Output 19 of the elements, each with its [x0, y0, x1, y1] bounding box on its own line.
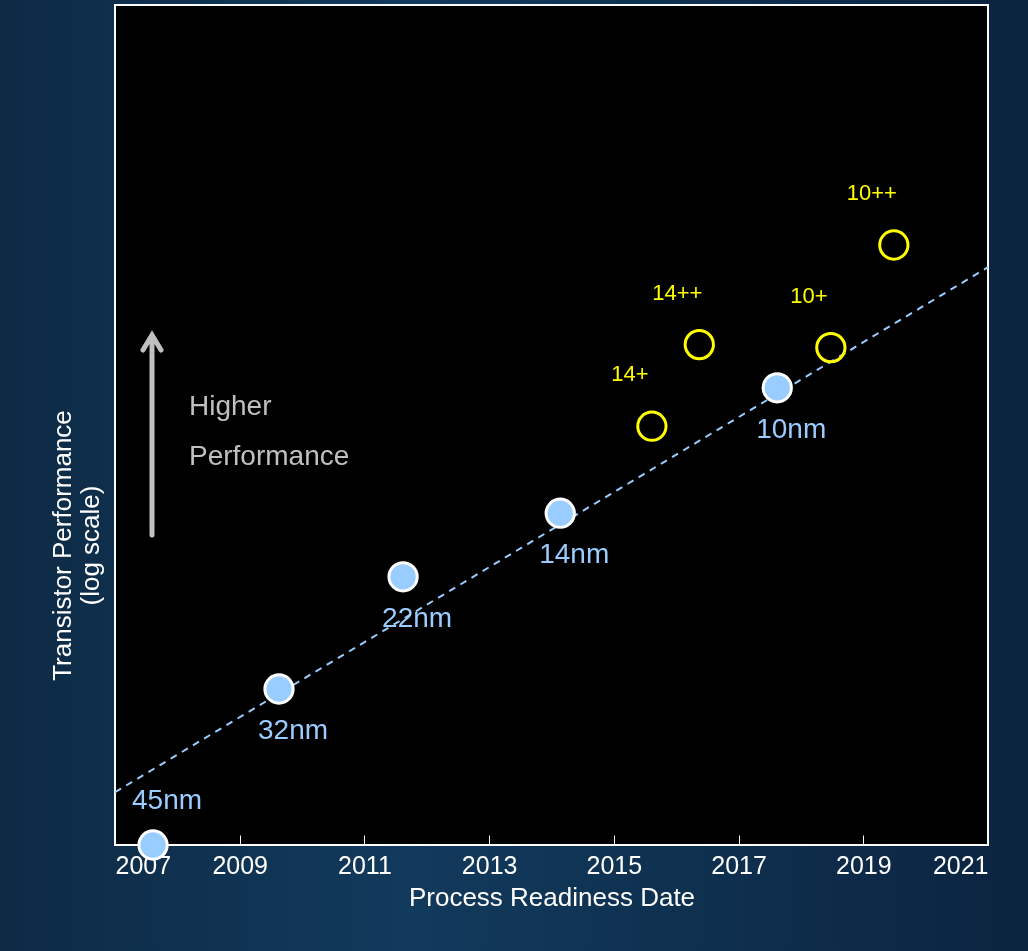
x-tick-label: 2011 [338, 850, 392, 879]
x-tick-label: 2015 [586, 850, 643, 879]
annotation: 10+ [790, 282, 828, 308]
annotation: 14+ [611, 361, 649, 387]
x-tick-label: 2019 [835, 850, 892, 879]
annotation: 10nm [756, 412, 827, 444]
x-tick-label: 2009 [212, 850, 269, 879]
x-tick-label: 2021 [932, 850, 989, 879]
annotation: 45nm [132, 784, 203, 815]
annotation: 32nm [257, 714, 329, 745]
annotation: Higher Performance [189, 390, 350, 471]
y-axis-title: Transistor Performance (log scale) [46, 410, 105, 681]
x-tick-label: 2013 [461, 850, 518, 879]
annotation: 10++ [846, 180, 897, 205]
x-axis-title: Process Readiness Date [408, 881, 696, 912]
x-tick-label: 2017 [711, 850, 767, 879]
annotation: 14++ [652, 279, 703, 305]
annotation: 14nm [539, 538, 610, 570]
annotation: 22nm [382, 601, 453, 633]
